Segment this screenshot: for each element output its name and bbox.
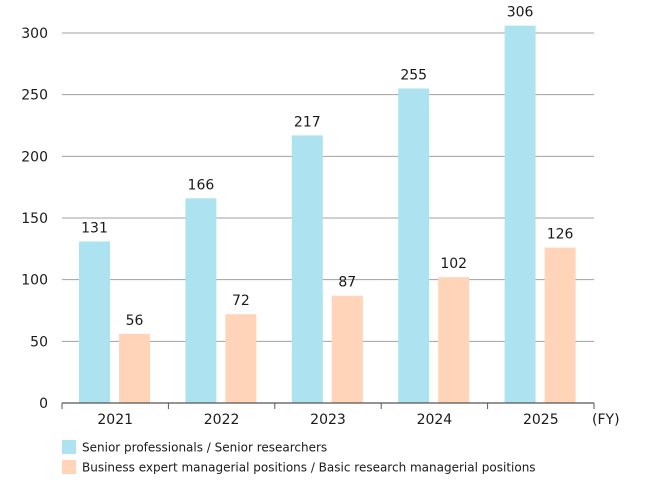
data-label: 166 [188,177,215,193]
y-tick-label: 200 [21,149,48,165]
data-label: 217 [294,114,321,130]
data-label: 306 [507,5,534,21]
y-tick-label: 50 [30,334,48,350]
data-label: 131 [81,220,108,236]
bar-series-1 [398,88,430,403]
x-tick-label: 2025 [523,412,559,428]
bar-series-1 [291,135,323,403]
bar-series-1 [504,25,536,403]
legend: Senior professionals / Senior researcher… [62,440,536,475]
x-unit-label: (FY) [592,412,620,428]
bar-series-1 [185,198,217,403]
y-tick-label: 250 [21,88,48,104]
y-tick-label: 100 [21,273,48,289]
data-label: 87 [338,275,356,291]
legend-label-series-1: Senior professionals / Senior researcher… [82,441,327,455]
x-tick-label: 2023 [310,412,346,428]
axes: 0 50 100 150 200 250 300 2021 2022 2023 2024 2025 [21,26,595,428]
legend-swatch-series-2 [62,460,76,474]
data-label: 56 [126,313,144,329]
legend-label-series-2: Business expert managerial positions / B… [82,461,536,475]
y-tick-label: 300 [21,26,48,42]
y-tick-label: 0 [39,396,48,412]
data-label: 102 [440,256,467,272]
bar-series-1 [79,241,110,403]
x-tick-label: 2024 [417,412,453,428]
legend-swatch-series-1 [62,440,76,454]
x-tick-label: 2021 [97,412,133,428]
data-labels: 131 166 217 255 306 56 72 87 102 126 [81,5,573,329]
data-label: 255 [400,68,427,84]
y-tick-label: 150 [21,211,48,227]
data-label: 72 [232,293,250,309]
bar-series-2 [438,277,470,403]
bar-series-2 [225,314,257,403]
x-tick-label: 2022 [204,412,240,428]
bar-series-2 [544,247,576,403]
bars [79,25,576,403]
data-label: 126 [547,227,574,243]
bar-series-2 [119,333,150,403]
bar-series-2 [331,295,363,403]
